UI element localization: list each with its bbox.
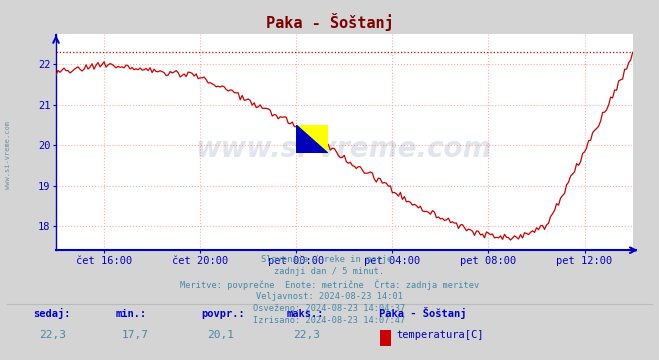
Text: Paka - Šoštanj: Paka - Šoštanj: [379, 307, 467, 319]
Text: Paka - Šoštanj: Paka - Šoštanj: [266, 13, 393, 31]
Text: sedaj:: sedaj:: [33, 307, 71, 319]
Text: povpr.:: povpr.:: [201, 309, 244, 319]
Text: 20,1: 20,1: [208, 330, 235, 340]
Text: 17,7: 17,7: [122, 330, 149, 340]
Text: www.si-vreme.com: www.si-vreme.com: [5, 121, 11, 189]
Text: 22,3: 22,3: [40, 330, 67, 340]
Text: maks.:: maks.:: [287, 309, 324, 319]
Text: Slovenija / reke in morje.
zadnji dan / 5 minut.
Meritve: povprečne  Enote: metr: Slovenija / reke in morje. zadnji dan / …: [180, 255, 479, 325]
Text: temperatura[C]: temperatura[C]: [397, 330, 484, 340]
Text: 22,3: 22,3: [293, 330, 320, 340]
Text: www.si-vreme.com: www.si-vreme.com: [196, 135, 492, 163]
Text: min.:: min.:: [115, 309, 146, 319]
